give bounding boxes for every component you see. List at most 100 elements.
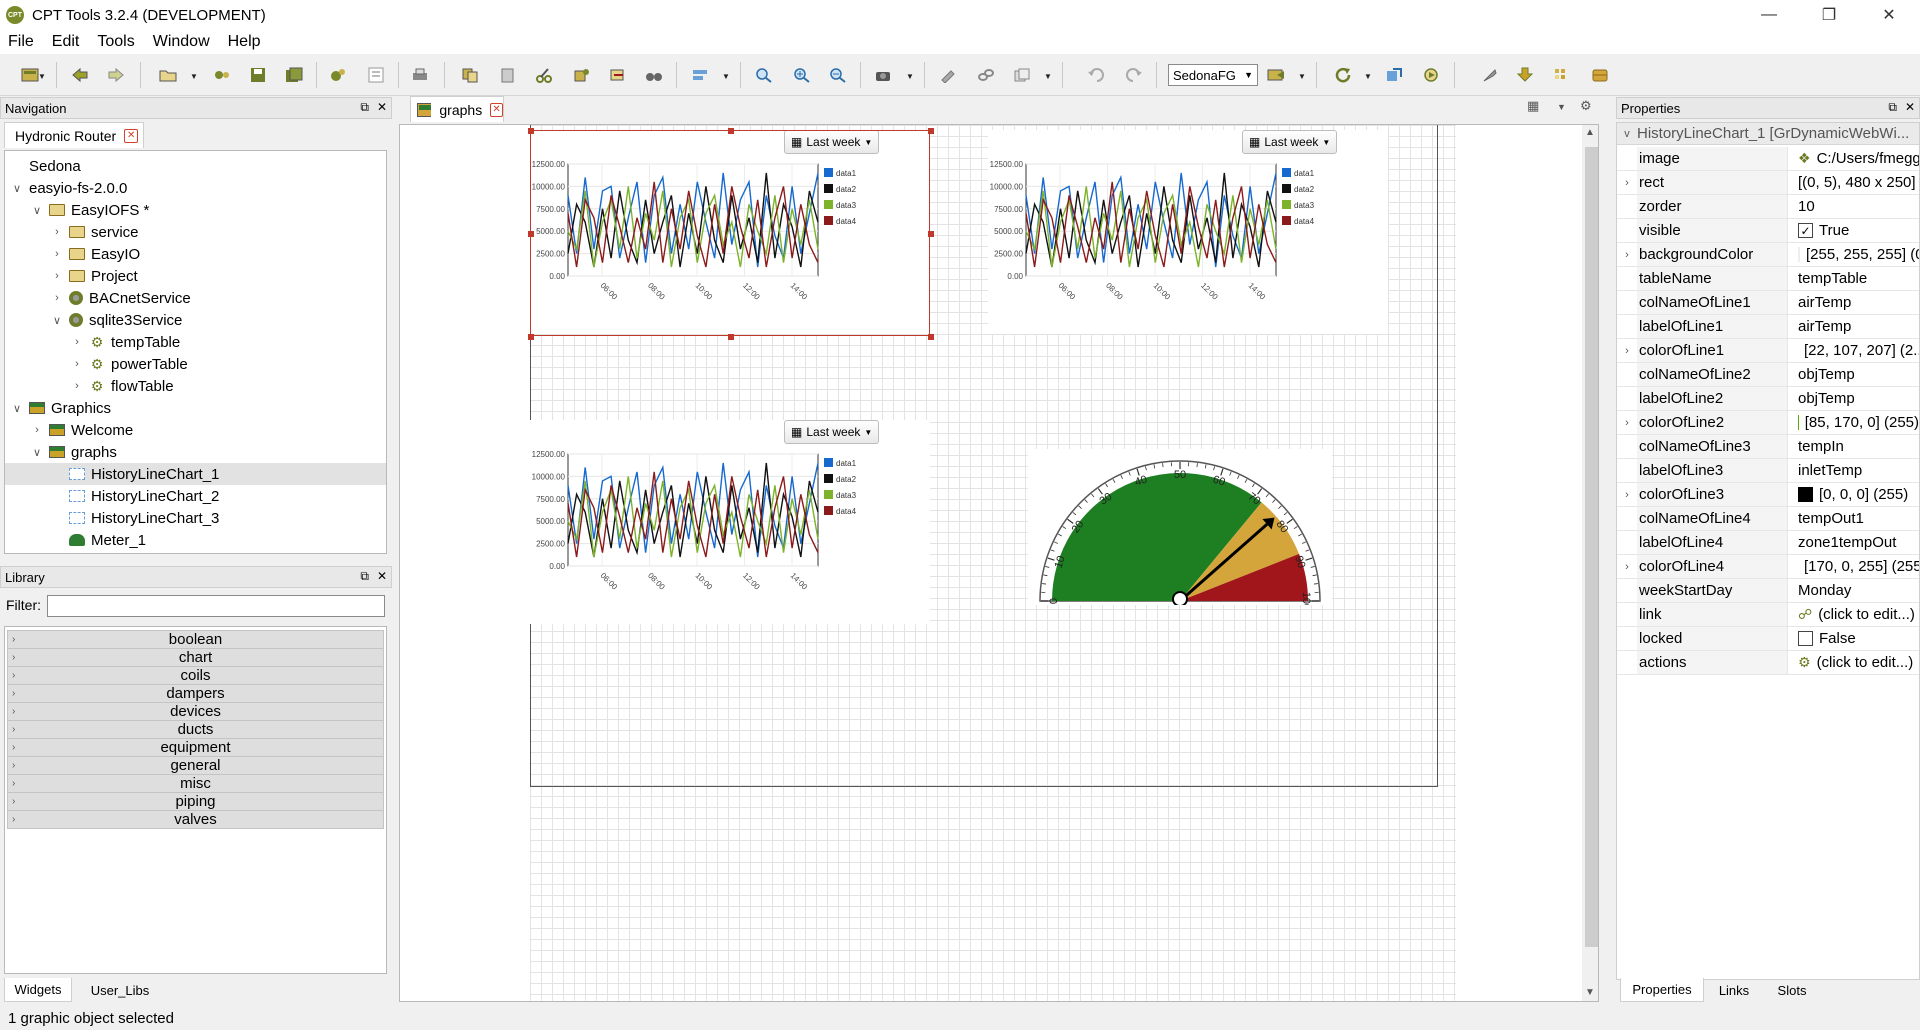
expand-toggle-icon[interactable]: › (12, 742, 16, 753)
tree-item[interactable]: › ⚙ tempTable (5, 331, 386, 353)
history-line-chart-3[interactable]: ▦ Last week ▼ 12500.00 10000.00 7500.00 500… (530, 420, 930, 624)
save-icon[interactable] (248, 65, 268, 85)
property-row[interactable]: labelOfLine2 objTemp (1617, 387, 1919, 411)
expand-toggle-icon[interactable]: › (12, 778, 16, 789)
history-line-chart-2[interactable]: ▦ Last week ▼ 12500.00 10000.00 7500.00 500… (988, 130, 1388, 334)
align-dropdown-icon[interactable]: ▼ (722, 72, 730, 81)
print-icon[interactable] (410, 65, 430, 85)
copy-icon[interactable] (460, 65, 480, 85)
expand-toggle-icon[interactable]: › (12, 688, 16, 699)
property-value-cell[interactable]: ✓ True (1787, 219, 1919, 242)
expand-toggle-icon[interactable]: › (55, 226, 59, 238)
tree-item[interactable]: › BACnetService (5, 287, 386, 309)
property-row[interactable]: labelOfLine3 inletTemp (1617, 459, 1919, 483)
palette-icon[interactable] (1552, 65, 1572, 85)
paste-icon[interactable] (498, 65, 518, 85)
expand-toggle-icon[interactable]: › (1625, 248, 1629, 261)
save-all-icon[interactable] (284, 65, 304, 85)
library-category[interactable]: › dampers (7, 684, 384, 703)
property-row[interactable]: tableName tempTable (1617, 267, 1919, 291)
expand-toggle-icon[interactable]: ∨ (32, 204, 42, 217)
graphics-editor[interactable]: ▦ Last week ▼ 12500.00 10000.00 7500.00 500… (399, 124, 1599, 1002)
library-category[interactable]: › misc (7, 774, 384, 793)
expand-toggle-icon[interactable]: ∨ (12, 402, 22, 415)
history-line-chart-1[interactable]: ▦ Last week ▼ 12500.00 10000.00 7500.00 500… (530, 130, 930, 334)
component-icon[interactable] (328, 65, 348, 85)
property-value-cell[interactable]: zone1tempOut (1787, 531, 1919, 554)
duplicate-icon[interactable] (572, 65, 592, 85)
collapse-icon[interactable]: v (1624, 127, 1630, 140)
expand-toggle-icon[interactable]: › (12, 760, 16, 771)
tab-links[interactable]: Links (1718, 982, 1750, 998)
tab-close-icon[interactable]: ✕ (124, 128, 139, 143)
edit-link-icon[interactable] (938, 65, 958, 85)
property-value-cell[interactable]: objTemp (1787, 363, 1919, 386)
expand-toggle-icon[interactable]: › (55, 248, 59, 260)
library-category[interactable]: › piping (7, 792, 384, 811)
station-dropdown-icon[interactable]: ▼ (1298, 72, 1306, 81)
property-value-cell[interactable]: objTemp (1787, 387, 1919, 410)
tab-slots[interactable]: Slots (1777, 982, 1807, 998)
zoom-out-icon[interactable] (828, 65, 848, 85)
property-value-cell[interactable]: ☍ (click to edit...) (1787, 603, 1919, 626)
tree-item[interactable]: › Project (5, 265, 386, 287)
workspace-dropdown-icon[interactable]: ▼ (38, 72, 46, 81)
property-value-cell[interactable]: Monday (1787, 579, 1919, 602)
editor-settings-icon[interactable]: ⚙ (1580, 98, 1592, 113)
station-icon[interactable] (1266, 65, 1286, 85)
refresh-dropdown-icon[interactable]: ▼ (1364, 72, 1372, 81)
library-category[interactable]: › boolean (7, 630, 384, 649)
property-row[interactable]: colNameOfLine1 airTemp (1617, 291, 1919, 315)
property-row[interactable]: › colorOfLine2 [85, 170, 0] (255) (1617, 411, 1919, 435)
find-icon[interactable] (644, 65, 664, 85)
resize-handle[interactable] (928, 231, 934, 237)
float-icon[interactable]: ⧉ (1888, 100, 1897, 114)
property-row[interactable]: › colorOfLine4 [170, 0, 255] (255) (1617, 555, 1919, 579)
library-category[interactable]: › general (7, 756, 384, 775)
property-value-cell[interactable]: ❖ C:/Users/fmegg/... (1787, 147, 1919, 170)
property-row[interactable]: › rect [(0, 5), 480 x 250] (1617, 171, 1919, 195)
database-icon[interactable] (1590, 65, 1610, 85)
layers-dropdown-icon[interactable]: ▼ (1044, 72, 1052, 81)
back-icon[interactable] (70, 65, 90, 85)
property-value-cell[interactable]: tempOut1 (1787, 507, 1919, 530)
property-value-cell[interactable]: ⚙ (click to edit...) (1787, 651, 1919, 674)
tree-item[interactable]: HistoryLineChart_1 (5, 463, 386, 485)
tree-item[interactable]: ∨ EasyIOFS * (5, 199, 386, 221)
download-icon[interactable] (1516, 65, 1536, 85)
tree-item[interactable]: HistoryLineChart_2 (5, 485, 386, 507)
expand-toggle-icon[interactable]: › (75, 380, 79, 392)
align-icon[interactable] (690, 65, 710, 85)
expand-toggle-icon[interactable]: ∨ (12, 182, 22, 195)
library-category[interactable]: › devices (7, 702, 384, 721)
property-row[interactable]: link ☍ (click to edit...) (1617, 603, 1919, 627)
property-value-cell[interactable]: [22, 107, 207] (2... (1787, 339, 1919, 362)
tab-properties[interactable]: Properties (1620, 978, 1704, 1002)
wrench-icon[interactable] (1480, 65, 1500, 85)
camera-dropdown-icon[interactable]: ▼ (906, 72, 914, 81)
undo-icon[interactable] (1086, 65, 1106, 85)
library-category[interactable]: › ducts (7, 720, 384, 739)
open-dropdown-icon[interactable]: ▼ (190, 72, 198, 81)
expand-toggle-icon[interactable]: › (1625, 344, 1629, 357)
link-icon[interactable] (976, 65, 996, 85)
library-category[interactable]: › valves (7, 810, 384, 829)
tree-item[interactable]: ∨ graphs (5, 441, 386, 463)
resize-handle[interactable] (528, 128, 534, 134)
property-value-cell[interactable]: [0, 0, 0] (255) (1787, 483, 1919, 506)
tree-item[interactable]: › EasyIO (5, 243, 386, 265)
expand-toggle-icon[interactable]: › (55, 292, 59, 304)
expand-toggle-icon[interactable]: › (12, 814, 16, 825)
connect-icon[interactable] (212, 65, 232, 85)
tab-hydronic-router[interactable]: Hydronic Router ✕ (4, 122, 144, 148)
expand-toggle-icon[interactable]: › (55, 270, 59, 282)
tree-item[interactable]: › ⚙ powerTable (5, 353, 386, 375)
property-row[interactable]: › colorOfLine1 [22, 107, 207] (2... (1617, 339, 1919, 363)
close-icon[interactable]: ✕ (1882, 7, 1896, 24)
resize-handle[interactable] (728, 334, 734, 340)
property-row[interactable]: zorder 10 (1617, 195, 1919, 219)
tree-item[interactable]: ∨ Graphics (5, 397, 386, 419)
library-category[interactable]: › equipment (7, 738, 384, 757)
expand-toggle-icon[interactable]: › (1625, 488, 1629, 501)
property-value-cell[interactable]: airTemp (1787, 315, 1919, 338)
